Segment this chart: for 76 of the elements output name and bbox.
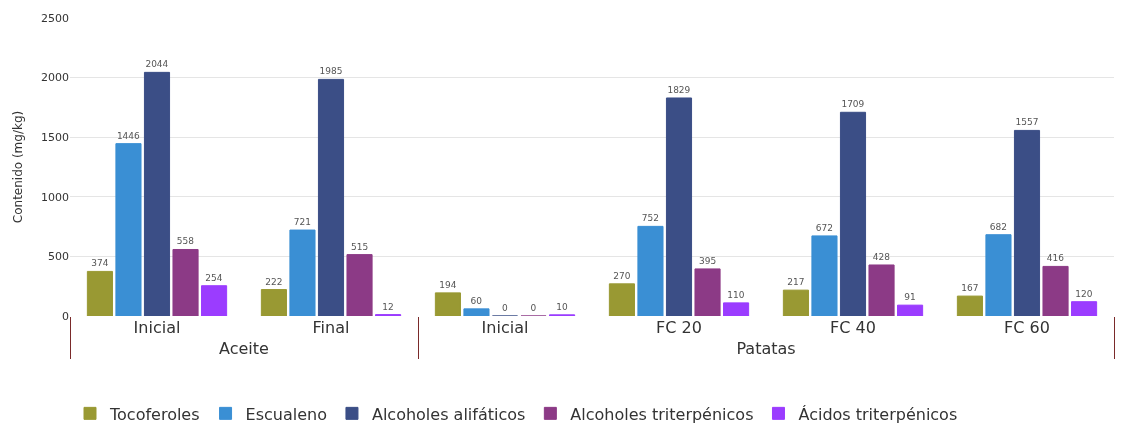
bar [694,268,721,316]
bar [172,248,199,316]
data-label: 2044 [145,59,169,70]
y-tick-label: 500 [48,250,69,264]
data-label: 672 [815,222,834,233]
x-tick-label: FC 60 [1004,318,1050,337]
data-label: 222 [265,276,283,287]
bar [143,71,171,316]
data-label: 1829 [667,84,691,95]
x-tick-label: FC 20 [656,318,702,337]
x-tick-label: Inicial [133,318,181,337]
bar [317,78,345,316]
bar [665,97,693,316]
data-label: 60 [470,295,483,306]
text: Aceite [219,339,269,358]
y-tick-label: 1500 [41,131,69,145]
data-label: 374 [91,258,109,269]
bar [868,264,895,316]
legend-label: Alcoholes triterpénicos [570,404,754,424]
data-label: 270 [613,270,631,281]
data-label: 1709 [841,99,865,110]
data-label: 558 [176,236,195,247]
y-tick-label: 0 [62,309,69,323]
x-tick-label: FC 40 [830,318,876,337]
data-label: 1557 [1015,117,1039,128]
bar [782,289,809,316]
bar [1071,301,1098,316]
y-tick-label: 2000 [41,71,69,85]
data-label: 91 [904,292,916,303]
legend-label: Alcoholes alifáticos [371,404,526,424]
data-label: 428 [872,251,891,262]
bar [608,283,635,316]
data-label: 254 [205,272,223,283]
bar [115,143,142,316]
data-label: 752 [641,213,660,224]
data-label: 10 [556,301,568,312]
data-label: 110 [727,289,745,300]
bar [985,234,1012,316]
y-tick-label: 2500 [41,11,69,25]
y-tick-label: 1000 [41,190,69,204]
y-axis-title: Contenido (mg/kg) [11,110,26,224]
bar [723,302,750,316]
bar [346,254,373,316]
data-label: 0 [502,303,508,313]
bar [463,308,490,316]
data-label: 395 [698,255,717,266]
legend-label: Tocoferoles [109,404,200,424]
x-tick-label: Inicial [481,318,529,337]
bar [86,270,113,316]
legend-label: Escualeno [245,404,327,424]
bar [839,111,867,316]
data-label: 515 [350,241,369,252]
data-label: 12 [382,301,394,312]
data-label: 682 [989,221,1008,232]
bar [897,304,924,316]
text: Patatas [736,339,796,358]
data-label: 1985 [319,66,343,77]
bar [1042,265,1069,316]
data-label: 217 [787,277,805,288]
bar [956,295,983,316]
bar [1013,129,1041,316]
bar [289,229,316,316]
data-label: 167 [961,283,979,294]
legend-label: Ácidos triterpénicos [798,404,958,424]
bar [201,285,228,316]
bar [637,225,664,316]
data-label: 416 [1046,253,1065,264]
data-label: 120 [1075,288,1093,299]
bar [434,292,461,316]
data-label: 0 [530,303,537,313]
x-tick-label: Final [312,318,350,337]
bar [811,235,838,316]
bar [260,289,287,316]
data-label: 721 [293,217,312,228]
data-label: 1446 [116,130,141,141]
data-label: 194 [439,279,457,290]
